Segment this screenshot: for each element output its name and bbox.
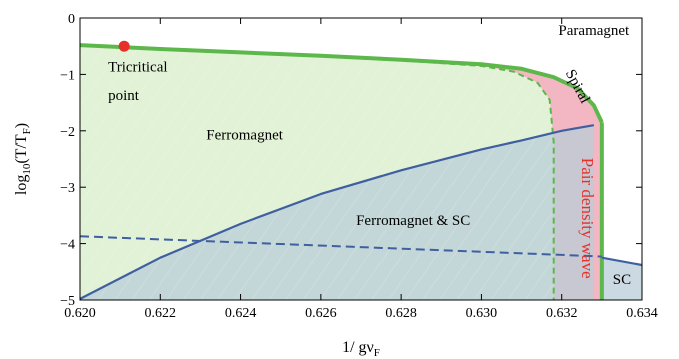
low-temperature-dashed-line xyxy=(80,235,602,258)
x-tick-label: 0.626 xyxy=(305,306,337,321)
axis-ticks: 0.620 0.622 0.624 0.626 0.628 0.630 0.632 0.634… xyxy=(60,12,658,321)
y-tick-label: −3 xyxy=(60,181,75,196)
sc-boundary-right-line xyxy=(601,256,642,267)
region-label: Ferromagnet & SC xyxy=(356,213,470,229)
y-tick-label: −5 xyxy=(60,294,75,309)
y-tick-label: −2 xyxy=(60,125,75,140)
x-axis-title: 1/ gνF xyxy=(342,339,380,359)
y-tick-label: −1 xyxy=(60,68,75,83)
sc-region xyxy=(601,257,642,300)
x-tick-label: 0.624 xyxy=(225,306,257,321)
region-label: SC xyxy=(613,272,631,288)
x-tick-label: 0.620 xyxy=(64,306,96,321)
region-labels: Paramagnet Tricritical point Ferromagnet Fer… xyxy=(108,23,631,288)
ferromagnet-boundary-dashed-line xyxy=(80,44,555,300)
ferromagnet-hatch xyxy=(80,45,554,300)
region-label: point xyxy=(108,88,140,104)
x-tick-label: 0.630 xyxy=(466,306,498,321)
x-tick-label: 0.622 xyxy=(145,306,177,321)
x-tick-label: 0.634 xyxy=(626,306,658,321)
x-tick-label: 0.628 xyxy=(385,306,417,321)
rotated-region-label: Pair density wave xyxy=(578,158,597,279)
region-label: Ferromagnet xyxy=(206,127,283,143)
region-label: Tricritical xyxy=(108,60,167,76)
plot-frame xyxy=(79,17,643,301)
phase-boundaries xyxy=(80,43,642,300)
tricritical-point-marker xyxy=(118,40,130,52)
x-tick-label: 0.632 xyxy=(546,306,578,321)
phase-regions xyxy=(80,45,642,300)
region-label: Paramagnet xyxy=(558,23,630,39)
y-tick-label: −4 xyxy=(60,238,75,253)
y-tick-label: 0 xyxy=(68,12,75,27)
y-axis-title: log10(T/TF) xyxy=(13,123,33,195)
sc-boundary-line xyxy=(80,124,595,300)
